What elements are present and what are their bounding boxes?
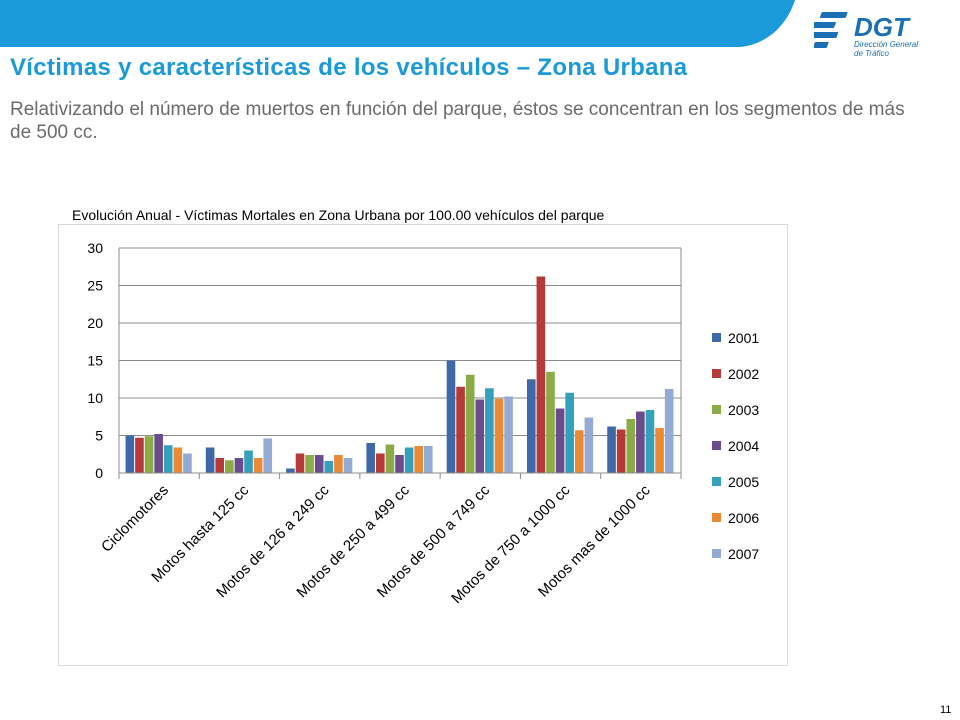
legend-swatch-2004 — [712, 441, 721, 450]
logo-subtext-2: de Tráfico — [854, 49, 890, 58]
y-tick-label: 0 — [95, 465, 103, 481]
bar-2001-1 — [205, 447, 215, 473]
bar-2001-4 — [446, 360, 456, 473]
bar-2003-3 — [385, 444, 395, 473]
bar-2003-0 — [144, 436, 154, 473]
bar-2001-6 — [607, 426, 616, 473]
legend-swatch-2002 — [712, 369, 721, 378]
chart-title: Evolución Anual - Víctimas Mortales en Z… — [72, 207, 605, 223]
dgt-logo: DGT Dirección General de Tráfico — [814, 12, 918, 58]
bar-2002-6 — [616, 429, 626, 473]
bar-2004-4 — [475, 399, 485, 473]
legend-swatch-2001 — [712, 333, 721, 342]
bar-2002-0 — [135, 437, 144, 473]
bar-2006-1 — [253, 458, 263, 473]
chart-frame: 0 5 10 15 20 25 30 Ciclomotores Motos hasta 125 … — [58, 224, 788, 666]
bar-2002-1 — [215, 458, 225, 473]
legend-label: 2002 — [728, 366, 759, 382]
bar-2007-4 — [504, 396, 513, 473]
bar-2003-4 — [465, 374, 475, 473]
bar-2007-2 — [343, 458, 353, 473]
legend-label: 2003 — [728, 402, 759, 418]
bar-2007-5 — [584, 417, 594, 473]
bar-2002-3 — [376, 453, 385, 473]
bar-2007-1 — [263, 438, 273, 473]
y-tick-label: 30 — [87, 240, 103, 256]
bar-2004-0 — [154, 434, 163, 473]
legend-swatch-2007 — [712, 549, 721, 558]
bar-2006-2 — [334, 455, 343, 473]
legend-swatch-2005 — [712, 477, 721, 486]
bar-2002-2 — [295, 453, 305, 473]
bar-2005-5 — [565, 392, 574, 473]
bar-2001-2 — [286, 468, 295, 473]
bar-2004-2 — [314, 455, 324, 473]
logo-subtext-1: Dirección General — [854, 40, 918, 49]
bar-2001-0 — [125, 435, 135, 473]
bar-2006-3 — [414, 446, 423, 473]
y-tick-label: 15 — [87, 353, 103, 369]
bar-2005-0 — [163, 445, 173, 473]
legend-swatch-2003 — [712, 405, 721, 414]
y-tick-label: 10 — [87, 390, 103, 406]
page-title: Víctimas y características de los vehícu… — [10, 54, 688, 81]
bar-2005-6 — [645, 410, 655, 473]
y-tick-label: 5 — [95, 428, 103, 444]
bar-2003-2 — [305, 455, 314, 473]
y-tick-label: 25 — [87, 278, 103, 294]
bar-2007-3 — [424, 446, 433, 473]
bar-2001-3 — [366, 443, 375, 473]
bar-2004-3 — [395, 455, 404, 473]
bar-2001-5 — [526, 379, 536, 473]
legend-swatch-2006 — [712, 513, 721, 522]
bar-2006-5 — [574, 430, 584, 473]
bar-2003-6 — [626, 419, 636, 473]
bar-2004-6 — [636, 411, 645, 473]
bar-2006-0 — [173, 447, 183, 473]
bar-2005-4 — [485, 388, 494, 473]
banner-shape — [0, 0, 795, 47]
page-number: 11 — [940, 704, 952, 716]
logo-text: DGT — [854, 12, 911, 42]
bar-2005-2 — [324, 461, 334, 473]
bar-2005-3 — [404, 447, 414, 473]
bar-2003-1 — [225, 460, 234, 473]
bar-2005-1 — [244, 450, 253, 473]
bar-2002-4 — [456, 386, 465, 473]
y-tick-label: 20 — [87, 315, 103, 331]
bar-2002-5 — [536, 276, 546, 473]
legend-label: 2005 — [728, 474, 759, 490]
bar-2004-1 — [234, 458, 244, 473]
bar-2003-5 — [546, 371, 555, 473]
dgt-emblem-icon — [814, 12, 848, 48]
bar-2007-0 — [183, 453, 192, 473]
header-banner — [0, 0, 795, 47]
legend-label: 2004 — [728, 438, 759, 454]
bar-2004-5 — [555, 408, 565, 473]
x-category-label: Ciclomotores — [98, 482, 172, 556]
legend-label: 2006 — [728, 510, 759, 526]
bar-2007-6 — [664, 389, 674, 473]
legend-label: 2007 — [728, 546, 759, 562]
bar-2006-6 — [655, 428, 664, 473]
bar-2006-4 — [494, 398, 504, 473]
page-subtitle: Relativizando el número de muertos en fu… — [10, 99, 905, 143]
legend-label: 2001 — [728, 330, 759, 346]
